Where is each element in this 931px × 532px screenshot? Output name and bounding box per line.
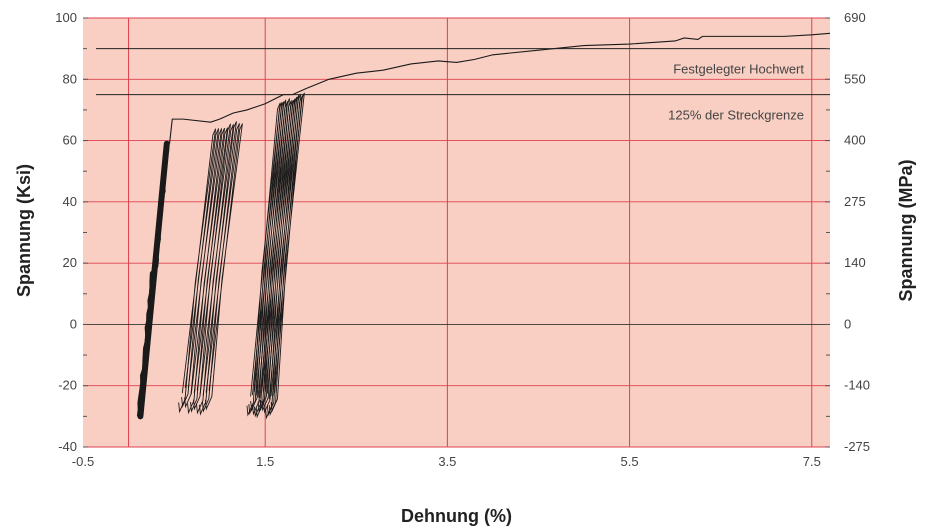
cycle-loop	[261, 98, 296, 412]
y-tick-label: -40	[58, 439, 77, 454]
cycle-loop	[248, 101, 283, 416]
reference-line-label: Festgelegter Hochwert	[673, 62, 804, 77]
envelope-curve	[168, 32, 831, 144]
cycle-loop	[266, 93, 302, 417]
cycle-loop	[259, 99, 294, 411]
cycle-loop	[257, 100, 292, 413]
y-right-tick-label: 690	[844, 10, 866, 25]
y-tick-label: 80	[63, 71, 77, 86]
x-tick-label: 1.5	[256, 454, 274, 469]
cycle-band	[136, 143, 170, 417]
x-tick-label: 7.5	[803, 454, 821, 469]
y-right-tick-label: 275	[844, 194, 866, 209]
cycle-loop	[255, 98, 290, 419]
cycle-loop	[270, 92, 305, 413]
cycle-loop	[190, 127, 228, 413]
y-tick-label: 20	[63, 255, 77, 270]
y-right-tick-label: -140	[844, 378, 870, 393]
cycle-loop	[184, 128, 223, 409]
x-tick-label: -0.5	[72, 454, 94, 469]
y-right-tick-label: 400	[844, 133, 866, 148]
cycle-loop	[178, 128, 217, 414]
cycle-loop	[196, 124, 234, 415]
reference-lines: Festgelegter Hochwert 125% der Streckgren…	[96, 48, 830, 123]
cycle-loop	[181, 128, 220, 409]
y-tick-label: -20	[58, 378, 77, 393]
cycle-loop	[265, 94, 300, 420]
cycle-loop	[202, 123, 240, 413]
y-right-tick-label: 140	[844, 255, 866, 270]
y-tick-label: 100	[55, 10, 77, 25]
cycle-loop	[193, 123, 231, 411]
x-axis-title: Dehnung (%)	[401, 506, 512, 526]
axis-ticks: 100 690 80 550 60 400 40 275 20 140 0 0 -20 -140 -40 -2…	[55, 10, 870, 469]
y-right-tick-label: 0	[844, 316, 851, 331]
reference-line-label: 125% der Streckgrenze	[668, 108, 804, 123]
cycle-loop	[246, 102, 281, 417]
y-axis-title-right: Spannung (MPa)	[896, 160, 916, 302]
y-right-tick-label: -275	[844, 439, 870, 454]
cycle-loop	[187, 127, 226, 415]
y-tick-label: 40	[63, 194, 77, 209]
x-tick-label: 3.5	[438, 454, 456, 469]
cycle-loop	[199, 121, 237, 416]
cycle-loop	[204, 123, 243, 411]
grid-lines	[83, 17, 830, 448]
y-tick-label: 0	[70, 316, 77, 331]
cycle-loop	[253, 101, 289, 418]
y-tick-label: 60	[63, 133, 77, 148]
y-right-tick-label: 550	[844, 71, 866, 86]
cycle-band	[137, 140, 170, 420]
y-axis-title-left: Spannung (Ksi)	[14, 164, 34, 297]
hysteresis-curves	[136, 32, 831, 420]
x-tick-label: 5.5	[621, 454, 639, 469]
cycle-loop	[252, 99, 287, 416]
cycle-loop	[268, 95, 303, 417]
